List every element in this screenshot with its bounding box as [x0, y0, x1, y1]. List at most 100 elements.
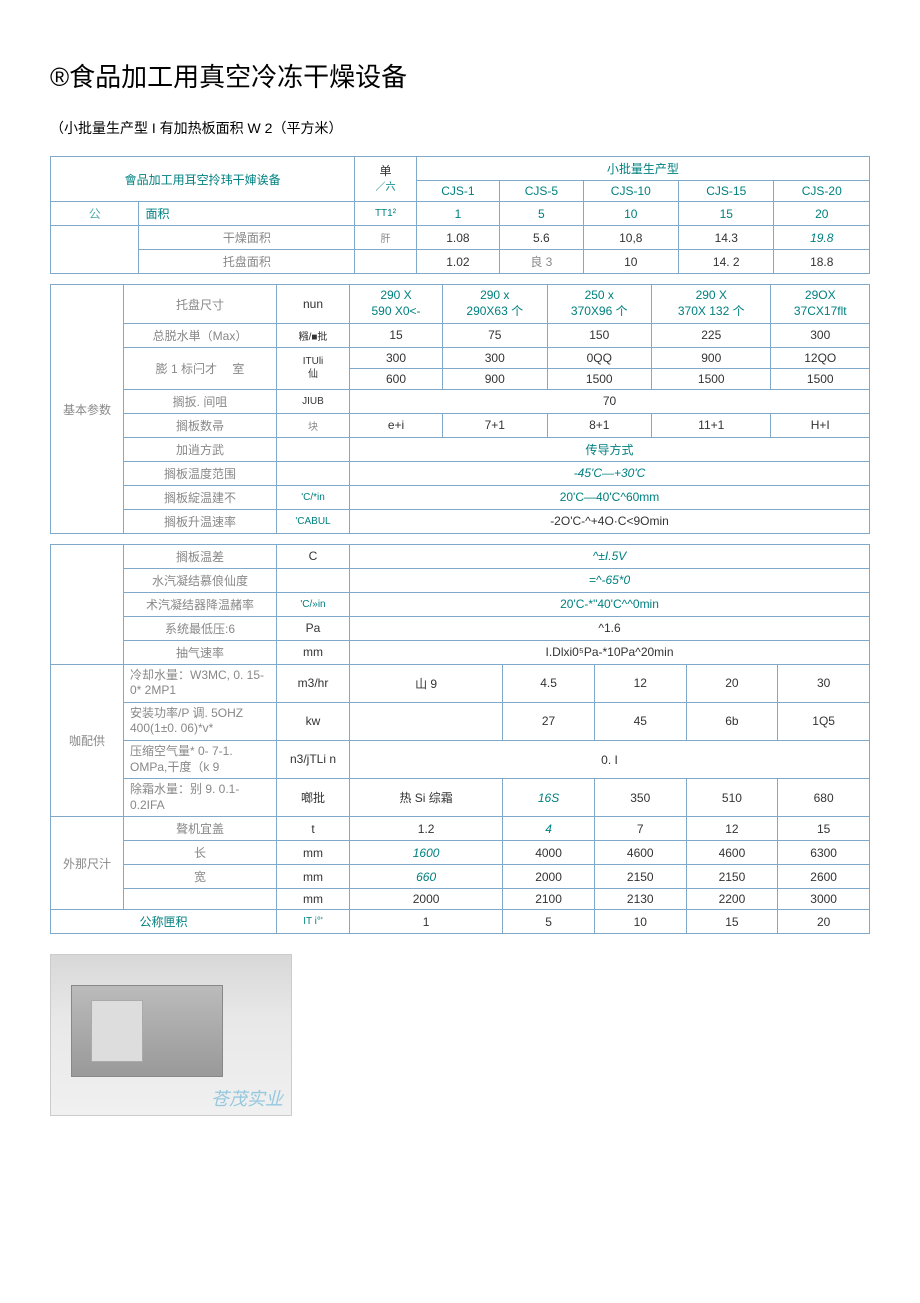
t3-unit: mm: [277, 865, 350, 889]
cell: 10,8: [583, 226, 678, 250]
t1-mianji: 面积: [139, 202, 355, 226]
cell: 510: [686, 779, 778, 817]
t2-label: 膨 1 标闩才 室: [124, 347, 277, 389]
cell: I.Dlxi0⁵Pa-*10Pa^20min: [350, 640, 870, 664]
t3-waixing: 外那尺汁: [51, 817, 124, 910]
t3-label: 聱机宜盖: [124, 817, 277, 841]
t1-unit: TT1²: [355, 202, 416, 226]
cell: 300: [350, 347, 443, 368]
cell: 14.3: [679, 226, 774, 250]
t3-unit: m3/hr: [277, 664, 350, 702]
t3-label: 搁板温差: [124, 544, 277, 568]
cell: ^1.6: [350, 616, 870, 640]
cell: 1500: [652, 368, 771, 389]
cell: 1.08: [416, 226, 499, 250]
cell: 900: [443, 368, 548, 389]
t3-unit: Pa: [277, 616, 350, 640]
cell: 20: [778, 910, 870, 934]
t1-model: CJS-5: [500, 181, 583, 202]
cell: 3000: [778, 889, 870, 910]
t2-label: 总脱水単（Max）: [124, 323, 277, 347]
t3-unit: n3/jTLi n: [277, 740, 350, 778]
t2-label: 搁扳. 间咀: [124, 389, 277, 413]
cell: 1.2: [350, 817, 503, 841]
t2-unit: 糨/■批: [277, 323, 350, 347]
cell: 290 X370X 132 个: [652, 285, 771, 323]
cell: e+i: [350, 413, 443, 437]
cell: 0. I: [350, 740, 870, 778]
t3-unit: mm: [277, 841, 350, 865]
t1-group-header: 小批量生产型: [416, 157, 869, 181]
cell: 660: [350, 865, 503, 889]
cell: 20'C—40'C^60mm: [350, 485, 870, 509]
cell: 300: [443, 347, 548, 368]
cell: 10: [594, 910, 686, 934]
t1-model: CJS-10: [583, 181, 678, 202]
cell: 225: [652, 323, 771, 347]
t1-model: CJS-20: [774, 181, 870, 202]
t1-unit-col: 单／六: [355, 157, 416, 202]
t2-unit: JIUB: [277, 389, 350, 413]
t1-gong: 公: [51, 202, 139, 226]
cell: 12: [686, 817, 778, 841]
cell: -2O'C-^+4O·C<9Omin: [350, 509, 870, 533]
cell: 680: [778, 779, 870, 817]
cell: 10: [583, 250, 678, 274]
cell: 10: [583, 202, 678, 226]
cell: 8+1: [547, 413, 652, 437]
cell: 1: [350, 910, 503, 934]
t3-label: 术汽凝结器降温赭率: [124, 592, 277, 616]
t3-unit: t: [277, 817, 350, 841]
cell: 18.8: [774, 250, 870, 274]
cell: 4: [503, 817, 595, 841]
cell: 5.6: [500, 226, 583, 250]
cell: 300: [771, 323, 870, 347]
t3-unit: kw: [277, 702, 350, 740]
cell: 1Q5: [778, 702, 870, 740]
cell: 600: [350, 368, 443, 389]
t3-label: 冷却水量：W3MC, 0. 15-0* 2MP1: [124, 664, 277, 702]
cell: 4600: [594, 841, 686, 865]
cell: 45: [594, 702, 686, 740]
cell: 4600: [686, 841, 778, 865]
t3-label: 长: [124, 841, 277, 865]
cell: 传导方式: [350, 437, 870, 461]
spec-table-1: 會品加工用耳空拎玮干婶诶备 单／六 小批量生产型 CJS-1 CJS-5 CJS…: [50, 156, 870, 274]
cell: 2150: [686, 865, 778, 889]
cell: 1600: [350, 841, 503, 865]
cell: 27: [503, 702, 595, 740]
cell: 30: [778, 664, 870, 702]
cell: 7+1: [443, 413, 548, 437]
t1-model: CJS-15: [679, 181, 774, 202]
t2-unit: 块: [277, 413, 350, 437]
cell: 0QQ: [547, 347, 652, 368]
t2-unit: 'CABUL: [277, 509, 350, 533]
t2-label: 搁板数帚: [124, 413, 277, 437]
cell: 6300: [778, 841, 870, 865]
cell: 70: [350, 389, 870, 413]
t2-unit: ITUli仙: [277, 347, 350, 389]
cell: 15: [350, 323, 443, 347]
cell: 15: [679, 202, 774, 226]
cell: 6b: [686, 702, 778, 740]
cell: H+I: [771, 413, 870, 437]
machine-panel: [91, 1000, 143, 1062]
cell: 4000: [503, 841, 595, 865]
cell: 20: [686, 664, 778, 702]
cell: 山 9: [350, 664, 503, 702]
cell: 良 3: [500, 250, 583, 274]
cell: 11+1: [652, 413, 771, 437]
t3-qupei: 咖配供: [51, 664, 124, 817]
cell: 14. 2: [679, 250, 774, 274]
cell: 2200: [686, 889, 778, 910]
cell: 16S: [503, 779, 595, 817]
cell: 2150: [594, 865, 686, 889]
cell: -45'C—+30'C: [350, 461, 870, 485]
t1-ganzao: 干燥面积: [139, 226, 355, 250]
cell: 15: [686, 910, 778, 934]
t1-model: CJS-1: [416, 181, 499, 202]
page-subtitle: （小批量生产型 I 有加热板面积 W 2（平方米）: [50, 118, 870, 138]
cell: 29OX37CX17flt: [771, 285, 870, 323]
cell: 2000: [503, 865, 595, 889]
cell: 1500: [547, 368, 652, 389]
